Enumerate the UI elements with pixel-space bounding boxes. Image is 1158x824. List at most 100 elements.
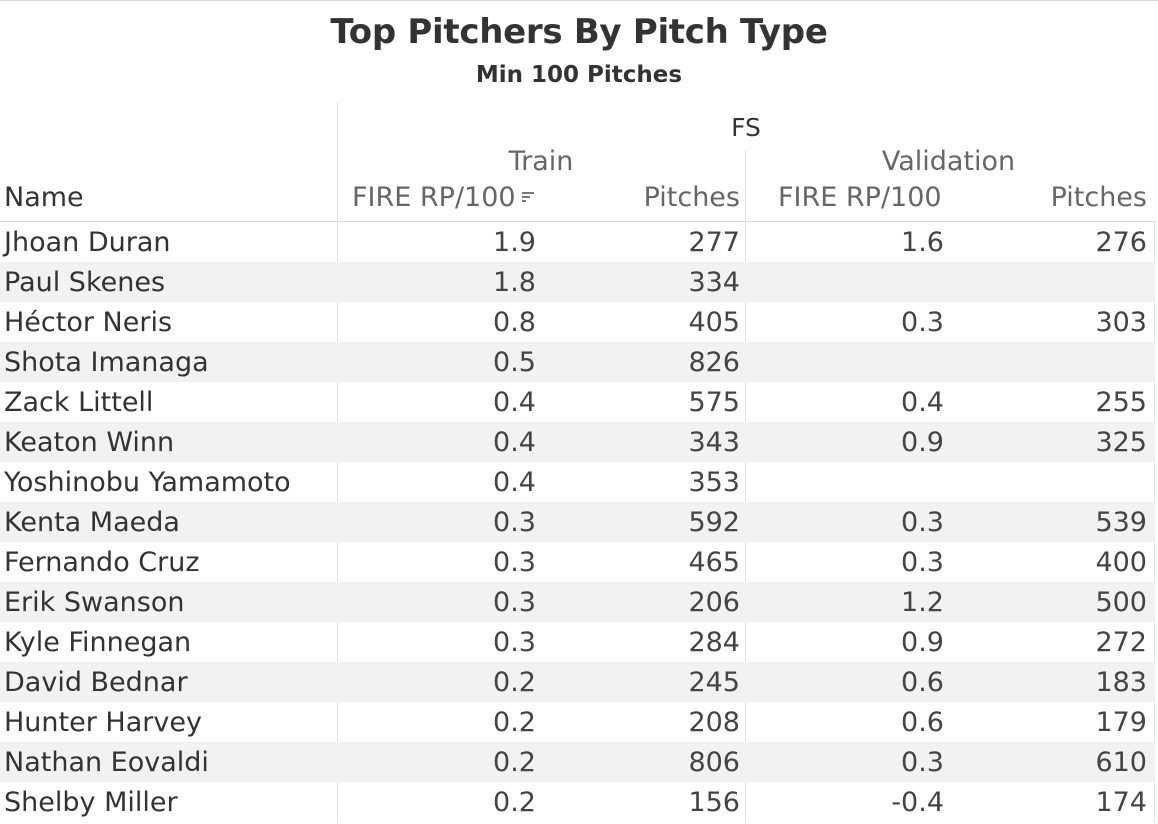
validation-pitches-value — [950, 462, 1147, 502]
table-row[interactable]: Héctor Neris 0.8 405 0.3 303 — [0, 302, 1155, 342]
train-fire-rp-value: 0.4 — [493, 467, 536, 498]
sort-descending-icon[interactable] — [521, 192, 534, 202]
validation-fire-rp-value: 0.3 — [901, 507, 944, 538]
validation-pitches-value: 539 — [1095, 507, 1147, 538]
column-header-train-fire-label: FIRE RP/100 — [352, 182, 516, 213]
pitcher-name: Héctor Neris — [4, 307, 173, 338]
train-pitches-value: 206 — [688, 587, 740, 618]
pitcher-name: Nathan Eovaldi — [4, 747, 209, 778]
validation-fire-rp-value: 0.3 — [901, 307, 944, 338]
table-row[interactable]: Keaton Winn 0.4 343 0.9 325 — [0, 422, 1155, 462]
table-row[interactable]: Hunter Harvey 0.2 208 0.6 179 — [0, 702, 1155, 742]
validation-pitches-value: 179 — [1095, 707, 1147, 738]
validation-fire-rp-value: 0.4 — [901, 387, 944, 418]
train-pitches-value: 806 — [688, 747, 740, 778]
validation-pitches-value: 276 — [1095, 227, 1147, 258]
train-pitches-value: 277 — [688, 227, 740, 258]
column-header-validation-pitches[interactable]: Pitches — [1050, 182, 1147, 213]
train-pitches-value: 245 — [688, 667, 740, 698]
table-row[interactable]: Fernando Cruz 0.3 465 0.3 400 — [0, 542, 1155, 582]
pitch-type-header: FS — [731, 113, 761, 142]
train-fire-rp-value: 0.2 — [493, 747, 536, 778]
validation-pitches-value: 183 — [1095, 667, 1147, 698]
top-rule — [0, 0, 1158, 1]
divider-name-column — [337, 102, 338, 823]
pitcher-name: Paul Skenes — [4, 267, 166, 298]
train-pitches-value: 334 — [688, 267, 740, 298]
validation-fire-rp-value: 1.6 — [901, 227, 944, 258]
table-row[interactable]: Paul Skenes 1.8 334 — [0, 262, 1155, 302]
validation-pitches-value: 174 — [1095, 787, 1147, 818]
pitcher-name: David Bednar — [4, 667, 188, 698]
validation-pitches-value — [950, 262, 1147, 302]
train-pitches-value: 343 — [688, 427, 740, 458]
train-pitches-value: 575 — [688, 387, 740, 418]
train-fire-rp-value: 0.4 — [493, 387, 536, 418]
train-pitches-value: 353 — [688, 467, 740, 498]
validation-fire-rp-value — [750, 262, 944, 302]
validation-fire-rp-value: 1.2 — [901, 587, 944, 618]
train-pitches-value: 592 — [688, 507, 740, 538]
validation-pitches-value: 400 — [1095, 547, 1147, 578]
header-bottom-rule — [0, 221, 1155, 222]
validation-fire-rp-value: 0.3 — [901, 747, 944, 778]
pitcher-name: Yoshinobu Yamamoto — [4, 467, 291, 498]
validation-pitches-value: 303 — [1095, 307, 1147, 338]
validation-fire-rp-value: 0.9 — [901, 427, 944, 458]
train-fire-rp-value: 0.2 — [493, 707, 536, 738]
table-row[interactable]: David Bednar 0.2 245 0.6 183 — [0, 662, 1155, 702]
validation-fire-rp-value: -0.4 — [891, 787, 944, 818]
train-pitches-value: 208 — [688, 707, 740, 738]
table-row[interactable]: Yoshinobu Yamamoto 0.4 353 — [0, 462, 1155, 502]
train-fire-rp-value: 1.9 — [493, 227, 536, 258]
pitcher-name: Zack Littell — [4, 387, 154, 418]
pitcher-name: Kenta Maeda — [4, 507, 180, 538]
pitcher-name: Kyle Finnegan — [4, 627, 192, 658]
table-row[interactable]: Shota Imanaga 0.5 826 — [0, 342, 1155, 382]
table-row[interactable]: Zack Littell 0.4 575 0.4 255 — [0, 382, 1155, 422]
column-header-train-pitches[interactable]: Pitches — [643, 182, 740, 213]
train-fire-rp-value: 0.2 — [493, 787, 536, 818]
group-header-train: Train — [508, 146, 574, 177]
column-header-name[interactable]: Name — [4, 182, 84, 213]
validation-pitches-value — [950, 342, 1147, 382]
train-fire-rp-value: 0.5 — [493, 347, 536, 378]
chart-title: Top Pitchers By Pitch Type — [330, 12, 828, 52]
table-row[interactable]: Kenta Maeda 0.3 592 0.3 539 — [0, 502, 1155, 542]
train-pitches-value: 465 — [688, 547, 740, 578]
pitcher-name: Shota Imanaga — [4, 347, 209, 378]
validation-pitches-value: 255 — [1095, 387, 1147, 418]
group-header-validation: Validation — [881, 146, 1016, 177]
table-body: Jhoan Duran 1.9 277 1.6 276 Paul Skenes 1.8 334… — [0, 222, 1155, 822]
column-header-validation-fire[interactable]: FIRE RP/100 — [778, 182, 942, 213]
table-row[interactable]: Erik Swanson 0.3 206 1.2 500 — [0, 582, 1155, 622]
validation-fire-rp-value — [750, 462, 944, 502]
pitcher-name: Keaton Winn — [4, 427, 175, 458]
validation-pitches-value: 610 — [1095, 747, 1147, 778]
table-row[interactable]: Shelby Miller 0.2 156 -0.4 174 — [0, 782, 1155, 822]
train-pitches-value: 405 — [688, 307, 740, 338]
train-fire-rp-value: 0.3 — [493, 627, 536, 658]
validation-pitches-value: 500 — [1095, 587, 1147, 618]
validation-fire-rp-value: 0.6 — [901, 667, 944, 698]
pitcher-name: Erik Swanson — [4, 587, 185, 618]
train-fire-rp-value: 0.3 — [493, 507, 536, 538]
pitcher-name: Shelby Miller — [4, 787, 178, 818]
table-row[interactable]: Nathan Eovaldi 0.2 806 0.3 610 — [0, 742, 1155, 782]
table-row[interactable]: Kyle Finnegan 0.3 284 0.9 272 — [0, 622, 1155, 662]
train-pitches-value: 826 — [688, 347, 740, 378]
table-row[interactable]: Jhoan Duran 1.9 277 1.6 276 — [0, 222, 1155, 262]
train-fire-rp-value: 1.8 — [493, 267, 536, 298]
validation-pitches-value: 325 — [1095, 427, 1147, 458]
validation-pitches-value: 272 — [1095, 627, 1147, 658]
validation-fire-rp-value: 0.9 — [901, 627, 944, 658]
divider-train-validation — [745, 150, 746, 823]
train-pitches-value: 284 — [688, 627, 740, 658]
column-header-train-fire[interactable]: FIRE RP/100 — [352, 182, 534, 213]
validation-fire-rp-value — [750, 342, 944, 382]
pitcher-name: Jhoan Duran — [4, 227, 171, 258]
train-pitches-value: 156 — [688, 787, 740, 818]
validation-fire-rp-value: 0.6 — [901, 707, 944, 738]
train-fire-rp-value: 0.8 — [493, 307, 536, 338]
validation-fire-rp-value: 0.3 — [901, 547, 944, 578]
